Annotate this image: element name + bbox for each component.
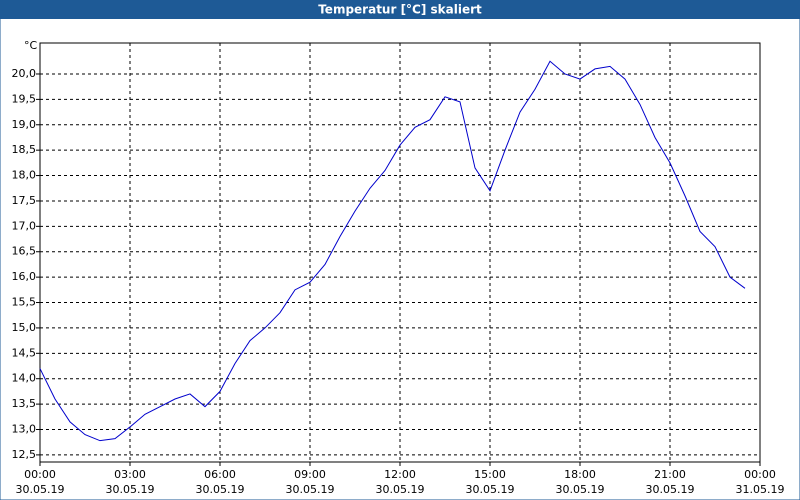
chart-title: Temperatur [°C] skaliert bbox=[318, 3, 482, 17]
y-tick-label: 18,5 bbox=[12, 143, 37, 156]
x-tick-date: 30.05.19 bbox=[16, 483, 65, 496]
x-tick-label: 06:00 bbox=[204, 468, 236, 481]
x-tick-label: 21:00 bbox=[654, 468, 686, 481]
y-tick-label: 15,5 bbox=[12, 296, 37, 309]
x-tick-label: 15:00 bbox=[474, 468, 506, 481]
y-tick-label: 20,0 bbox=[12, 67, 37, 80]
y-tick-label: 16,5 bbox=[12, 245, 37, 258]
y-tick-label: 13,0 bbox=[12, 422, 37, 435]
x-tick-date: 31.05.19 bbox=[736, 483, 785, 496]
y-tick-label: 19,5 bbox=[12, 92, 37, 105]
x-tick-date: 30.05.19 bbox=[556, 483, 605, 496]
x-tick-label: 09:00 bbox=[294, 468, 326, 481]
x-tick-label: 03:00 bbox=[114, 468, 146, 481]
x-tick-date: 30.05.19 bbox=[646, 483, 695, 496]
y-tick-label: 18,0 bbox=[12, 169, 37, 182]
x-tick-label: 00:00 bbox=[24, 468, 56, 481]
data-line bbox=[39, 60, 746, 442]
y-tick-label: 12,5 bbox=[12, 448, 37, 461]
x-tick-date: 30.05.19 bbox=[376, 483, 425, 496]
y-tick-label: 17,5 bbox=[12, 194, 37, 207]
y-tick-label: 14,0 bbox=[12, 372, 37, 385]
y-unit: °C bbox=[24, 39, 38, 52]
y-tick-label: 16,0 bbox=[12, 270, 37, 283]
title-bar bbox=[0, 0, 800, 19]
x-tick-date: 30.05.19 bbox=[196, 483, 245, 496]
x-tick-label: 00:00 bbox=[744, 468, 776, 481]
y-tick-label: 13,5 bbox=[12, 397, 37, 410]
x-tick-date: 30.05.19 bbox=[466, 483, 515, 496]
x-tick-label: 12:00 bbox=[384, 468, 416, 481]
x-tick-label: 18:00 bbox=[564, 468, 596, 481]
y-tick-label: 17,0 bbox=[12, 219, 37, 232]
y-tick-label: 14,5 bbox=[12, 346, 37, 359]
y-tick-label: 19,0 bbox=[12, 118, 37, 131]
y-tick-label: 15,0 bbox=[12, 321, 37, 334]
x-tick-date: 30.05.19 bbox=[106, 483, 155, 496]
x-tick-date: 30.05.19 bbox=[286, 483, 335, 496]
